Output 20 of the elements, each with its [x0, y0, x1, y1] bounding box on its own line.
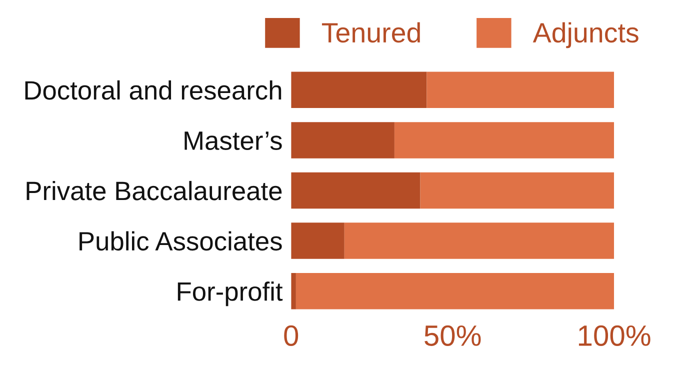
legend-label: Adjuncts [532, 22, 638, 48]
bar [426, 72, 614, 108]
bar [394, 122, 614, 158]
y-tick-label: Master’s [184, 132, 282, 150]
y-tick-label: Private Baccalaureate [26, 180, 282, 200]
bar [296, 272, 614, 310]
bar [291, 222, 344, 259]
x-tick-label: 50% [424, 325, 481, 346]
bar [291, 72, 427, 108]
x-tick-label: 0 [284, 325, 298, 346]
bar [291, 172, 420, 209]
bar [291, 272, 296, 310]
y-tick-label: Public Associates [80, 231, 282, 251]
x-tick-label: 100% [578, 325, 650, 346]
y-tick-label: For-profit [178, 282, 283, 306]
bar [344, 222, 614, 259]
bar [291, 122, 394, 158]
y-tick-label: Doctoral and research [25, 80, 282, 100]
bar [420, 172, 614, 209]
legend-label: Tenured [322, 22, 420, 43]
